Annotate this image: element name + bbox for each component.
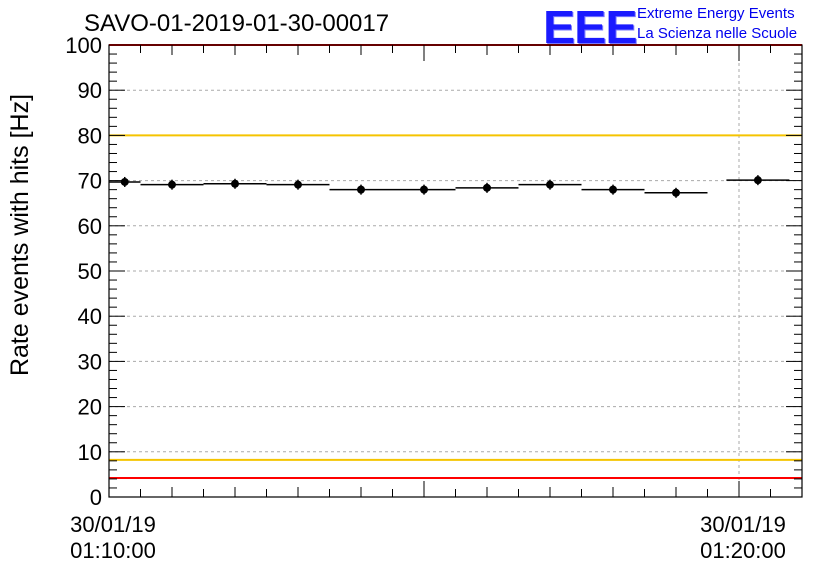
y-tick-label: 60	[78, 214, 102, 239]
data-point	[753, 176, 762, 185]
y-axis-label: Rate events with hits [Hz]	[6, 94, 34, 376]
data-point	[609, 185, 617, 194]
y-tick-label: 50	[78, 259, 102, 284]
y-tick-label: 80	[78, 123, 102, 148]
data-point	[231, 179, 239, 188]
data-point	[120, 177, 129, 186]
y-tick-label: 70	[78, 169, 102, 194]
logo-line-1: Extreme Energy Events	[637, 5, 795, 22]
reference-lines	[109, 44, 802, 480]
data-point	[357, 185, 365, 194]
y-axis: 0 10 20 30 40 50 60 70 80 90 100	[65, 33, 802, 510]
y-tick-label: 100	[65, 33, 102, 58]
chart-title: SAVO-01-2019-01-30-00017	[84, 10, 390, 37]
y-tick-label: 10	[78, 440, 102, 465]
y-tick-label: 40	[78, 304, 102, 329]
y-tick-label: 20	[78, 395, 102, 420]
grid-lines	[109, 45, 802, 497]
x-tick-label-date: 30/01/19	[70, 512, 156, 537]
x-tick-label-time: 01:20:00	[700, 538, 786, 563]
logo-caption: Extreme Energy Events La Scienza nelle S…	[637, 4, 797, 44]
y-tick-label: 90	[78, 78, 102, 103]
data-point	[483, 183, 491, 192]
x-tick-label-date: 30/01/19	[700, 512, 786, 537]
data-point	[546, 180, 554, 189]
data-point	[294, 180, 302, 189]
data-point	[168, 180, 176, 189]
x-tick-label-time: 01:10:00	[70, 538, 156, 563]
data-point	[672, 188, 680, 197]
logo-line-2: La Scienza nelle Scuole	[637, 25, 798, 42]
data-point	[420, 185, 428, 194]
y-tick-label: 0	[90, 485, 102, 510]
data-series	[109, 175, 790, 198]
y-tick-label: 30	[78, 349, 102, 374]
